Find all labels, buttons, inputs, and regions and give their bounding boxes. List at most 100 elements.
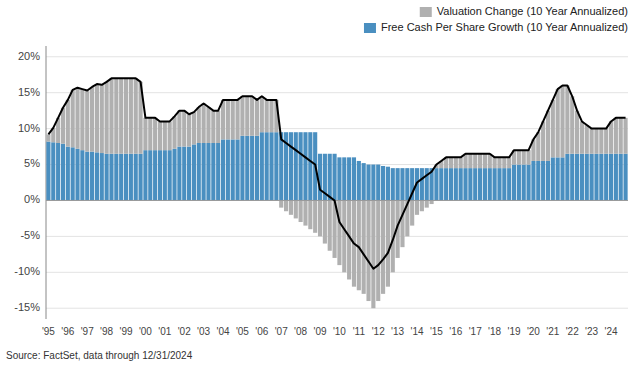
bar	[585, 154, 589, 201]
bar	[502, 157, 506, 168]
bar	[109, 154, 113, 201]
bar	[497, 157, 501, 168]
bar	[221, 139, 225, 200]
bar	[439, 168, 443, 200]
x-tick-label: '24	[605, 326, 618, 337]
x-tick-label: '97	[81, 326, 94, 337]
y-tick-label: 10%	[18, 122, 40, 134]
bar	[187, 114, 191, 146]
bar	[95, 152, 99, 200]
bar	[231, 100, 235, 140]
x-tick-label: '14	[411, 326, 424, 337]
bar	[158, 150, 162, 200]
grid-line	[46, 236, 628, 237]
x-tick-label: '08	[294, 326, 307, 337]
x-tick-label: '03	[197, 326, 210, 337]
bar	[260, 132, 264, 200]
bar	[299, 132, 303, 200]
bar	[560, 86, 564, 158]
bar	[80, 150, 84, 200]
bar	[46, 134, 50, 141]
bar	[323, 200, 327, 243]
bar	[294, 132, 298, 200]
bar	[527, 150, 531, 164]
bar	[410, 200, 414, 225]
bar	[168, 150, 172, 200]
bar	[250, 136, 254, 201]
bar	[541, 161, 545, 201]
bar	[536, 132, 540, 161]
bar	[594, 129, 598, 154]
bar	[308, 200, 312, 229]
bar	[590, 129, 594, 154]
bar	[580, 121, 584, 153]
bar	[425, 200, 429, 207]
grid-line	[46, 200, 628, 201]
x-tick-label: '02	[178, 326, 191, 337]
bar	[556, 157, 560, 200]
bar	[172, 116, 176, 148]
x-tick-label: '16	[449, 326, 462, 337]
bar	[216, 111, 220, 143]
x-tick-label: '20	[527, 326, 540, 337]
bar	[463, 168, 467, 200]
x-tick-label: '13	[391, 326, 404, 337]
bar	[289, 132, 293, 200]
bar	[488, 168, 492, 200]
bar	[71, 90, 75, 147]
grid-line	[46, 92, 628, 93]
bar	[129, 154, 133, 201]
bar	[284, 200, 288, 211]
bar	[197, 107, 201, 143]
bar	[216, 143, 220, 200]
bar	[279, 132, 283, 200]
bar	[590, 154, 594, 201]
y-tick-label: -5%	[20, 229, 40, 241]
bar	[517, 150, 521, 164]
bar	[61, 108, 65, 144]
bar	[478, 154, 482, 168]
bar	[192, 112, 196, 144]
bar	[352, 157, 356, 200]
bar	[114, 154, 118, 201]
bar	[541, 121, 545, 161]
plot-marks	[46, 78, 628, 308]
y-tick-label: 0%	[24, 193, 40, 205]
y-tick-labels: -15%-10%-5%0%5%10%15%20%	[14, 50, 40, 313]
bar	[124, 154, 128, 201]
bar	[255, 100, 259, 136]
bar	[153, 150, 157, 200]
legend-label: Free Cash Per Share Growth (10 Year Annu…	[381, 21, 628, 33]
bar	[294, 200, 298, 218]
bar	[362, 163, 366, 200]
x-tick-label: '99	[120, 326, 133, 337]
bar	[105, 82, 109, 154]
x-tick-label: '10	[333, 326, 346, 337]
bar	[85, 152, 89, 201]
bar	[624, 154, 628, 201]
x-tick-label: '01	[158, 326, 171, 337]
bar	[143, 150, 147, 200]
bar	[197, 143, 201, 200]
bar	[565, 154, 569, 201]
x-tick-label: '18	[488, 326, 501, 337]
bar	[245, 96, 249, 136]
bar	[468, 154, 472, 168]
bar	[425, 168, 429, 200]
bar	[303, 200, 307, 225]
bar	[565, 86, 569, 154]
bar	[342, 200, 346, 272]
bar	[522, 165, 526, 201]
grid-line	[46, 56, 628, 57]
bar	[240, 136, 244, 201]
bar	[245, 136, 249, 201]
bar	[211, 111, 215, 143]
bar	[139, 154, 143, 201]
bar	[46, 142, 50, 201]
bar	[502, 168, 506, 200]
bar	[328, 200, 332, 250]
bar	[109, 78, 113, 153]
bar	[531, 161, 535, 201]
bar	[119, 78, 123, 153]
bar	[468, 168, 472, 200]
